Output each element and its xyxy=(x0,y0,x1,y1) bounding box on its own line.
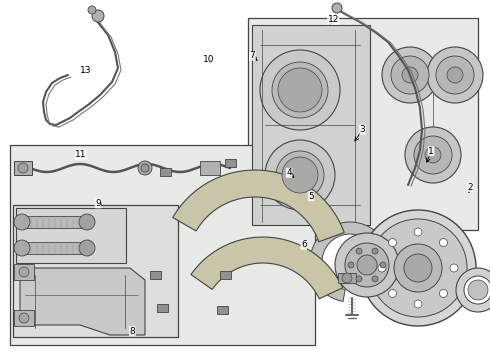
Circle shape xyxy=(265,140,335,210)
Circle shape xyxy=(378,264,386,272)
Bar xyxy=(220,271,231,279)
Circle shape xyxy=(456,268,490,312)
Circle shape xyxy=(427,47,483,103)
Circle shape xyxy=(282,157,318,193)
Polygon shape xyxy=(248,18,478,230)
Circle shape xyxy=(19,267,29,277)
Bar xyxy=(10,145,315,345)
Bar xyxy=(16,208,126,263)
Circle shape xyxy=(464,276,490,304)
Bar xyxy=(150,271,161,279)
Polygon shape xyxy=(20,268,145,335)
Polygon shape xyxy=(191,237,343,299)
Text: 7: 7 xyxy=(249,51,255,60)
Bar xyxy=(200,161,220,175)
Text: 6: 6 xyxy=(301,240,307,249)
Circle shape xyxy=(79,240,95,256)
Circle shape xyxy=(335,233,399,297)
Text: 12: 12 xyxy=(327,15,339,24)
Circle shape xyxy=(414,136,452,174)
Circle shape xyxy=(14,240,30,256)
Text: 8: 8 xyxy=(129,327,135,336)
Circle shape xyxy=(440,289,447,297)
Circle shape xyxy=(272,62,328,118)
Circle shape xyxy=(356,248,362,254)
Circle shape xyxy=(88,6,96,14)
Circle shape xyxy=(372,248,378,254)
Circle shape xyxy=(402,67,418,83)
Text: 1: 1 xyxy=(428,147,434,156)
Polygon shape xyxy=(252,25,370,225)
Circle shape xyxy=(447,67,463,83)
Bar xyxy=(14,161,32,175)
Circle shape xyxy=(450,264,458,272)
Circle shape xyxy=(345,243,389,287)
Bar xyxy=(13,205,178,337)
Polygon shape xyxy=(173,170,344,242)
Circle shape xyxy=(360,210,476,326)
Circle shape xyxy=(14,214,30,230)
Circle shape xyxy=(92,10,104,22)
Circle shape xyxy=(332,3,342,13)
Text: 5: 5 xyxy=(308,192,314,201)
Circle shape xyxy=(389,239,396,247)
Circle shape xyxy=(18,163,28,173)
Bar xyxy=(157,304,168,312)
Circle shape xyxy=(468,280,488,300)
Text: 13: 13 xyxy=(80,66,92,75)
Circle shape xyxy=(382,47,438,103)
Bar xyxy=(14,264,34,280)
Circle shape xyxy=(357,255,377,275)
Circle shape xyxy=(141,164,149,172)
Circle shape xyxy=(436,56,474,94)
Circle shape xyxy=(404,254,432,282)
Circle shape xyxy=(440,239,447,247)
Circle shape xyxy=(138,161,152,175)
Circle shape xyxy=(414,300,422,308)
Circle shape xyxy=(260,50,340,130)
Bar xyxy=(217,306,228,314)
Text: 2: 2 xyxy=(467,183,473,192)
Bar xyxy=(22,242,87,254)
Text: 9: 9 xyxy=(95,199,101,208)
Circle shape xyxy=(342,273,352,283)
Circle shape xyxy=(348,262,354,268)
Circle shape xyxy=(372,276,378,282)
Circle shape xyxy=(391,56,429,94)
Bar xyxy=(225,159,236,167)
Circle shape xyxy=(414,228,422,236)
Circle shape xyxy=(369,219,467,317)
Circle shape xyxy=(394,244,442,292)
Circle shape xyxy=(389,289,396,297)
Circle shape xyxy=(278,68,322,112)
Text: 11: 11 xyxy=(75,150,87,159)
Circle shape xyxy=(19,313,29,323)
Bar xyxy=(160,168,171,176)
Circle shape xyxy=(356,276,362,282)
Text: 10: 10 xyxy=(202,55,214,64)
Circle shape xyxy=(380,262,386,268)
Circle shape xyxy=(276,151,324,199)
Bar xyxy=(338,273,356,283)
Polygon shape xyxy=(310,222,390,301)
Text: 3: 3 xyxy=(360,125,366,134)
Bar xyxy=(22,216,87,228)
Circle shape xyxy=(405,127,461,183)
Circle shape xyxy=(425,147,441,163)
Bar xyxy=(14,310,34,326)
Circle shape xyxy=(79,214,95,230)
Text: 4: 4 xyxy=(286,168,292,177)
